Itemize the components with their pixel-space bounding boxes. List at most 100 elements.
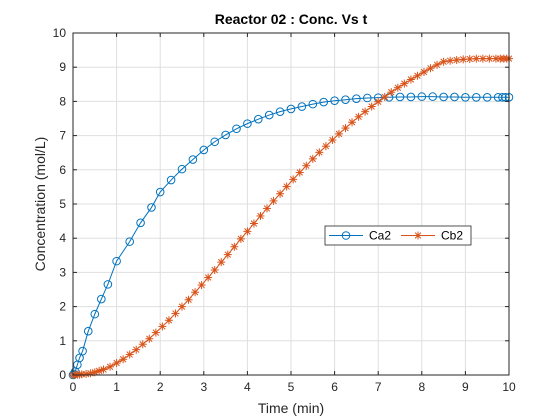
star-stroke — [342, 124, 349, 132]
star-stroke — [172, 310, 179, 317]
star-stroke — [486, 55, 493, 62]
star-stroke — [231, 243, 238, 250]
legend-box — [324, 225, 472, 246]
data-point-ca2 — [253, 114, 263, 124]
data-point-cb2 — [204, 273, 213, 282]
data-point-ca2 — [210, 137, 219, 147]
x-tick-label: 0 — [70, 380, 77, 394]
x-tick-label: 5 — [288, 380, 295, 394]
legend-marker-ca2 — [341, 231, 351, 240]
star-stroke — [473, 55, 480, 62]
x-tick-label: 10 — [502, 380, 516, 394]
ticks: 0 1 2 3 4 5 6 7 8 9 10 0 1 2 3 4 5 6 7 8 9 10 — [53, 26, 516, 394]
data-point-cb2 — [439, 57, 448, 66]
star-stroke — [303, 162, 310, 169]
y-tick-label: 3 — [59, 265, 66, 279]
star-stroke — [237, 235, 245, 243]
star-stroke — [270, 197, 277, 205]
x-tick-label: 3 — [200, 380, 207, 394]
data-point-ca2 — [177, 164, 187, 174]
data-point-ca2 — [147, 203, 156, 212]
y-tick-label: 9 — [59, 60, 66, 74]
data-point-ca2 — [166, 175, 176, 185]
data-point-ca2 — [243, 119, 252, 128]
data-point-cb2 — [302, 161, 311, 170]
legend-label-cb2: Cb2 — [441, 229, 463, 243]
star-stroke — [316, 149, 323, 156]
star-stroke — [440, 58, 447, 65]
y-tick-label: 10 — [53, 26, 67, 40]
star-stroke — [78, 371, 85, 378]
data-point-cb2 — [112, 359, 121, 368]
star-stroke — [185, 296, 192, 303]
data-point-ca2 — [297, 102, 307, 111]
data-point-cb2 — [132, 345, 141, 354]
data-point-ca2 — [406, 92, 416, 102]
data-point-ca2 — [97, 294, 106, 304]
data-point-cb2 — [334, 129, 343, 138]
data-point-ca2 — [83, 326, 93, 336]
data-point-ca2 — [112, 256, 121, 266]
data-point-cb2 — [125, 350, 134, 359]
x-tick-label: 4 — [244, 380, 251, 394]
data-point-cb2 — [210, 266, 219, 275]
data-point-cb2 — [361, 107, 370, 116]
data-point-ca2 — [286, 104, 296, 114]
star-stroke — [132, 346, 140, 353]
data-point-ca2 — [417, 92, 427, 101]
data-point-cb2 — [95, 366, 104, 375]
data-point-ca2 — [352, 94, 361, 103]
data-point-ca2 — [341, 95, 350, 104]
data-point-ca2 — [199, 145, 209, 155]
star-stroke — [91, 369, 99, 376]
data-point-cb2 — [119, 355, 128, 364]
star-stroke — [374, 98, 382, 105]
x-tick-label: 7 — [375, 380, 382, 394]
star-stroke — [152, 329, 160, 336]
star-stroke — [466, 55, 473, 63]
star-stroke — [453, 56, 460, 64]
y-tick-label: 4 — [59, 231, 66, 245]
data-point-ca2 — [155, 187, 165, 197]
star-stroke — [250, 220, 258, 227]
star-stroke — [257, 212, 264, 220]
x-tick-label: 9 — [462, 380, 469, 394]
data-point-cb2 — [269, 196, 278, 205]
star-stroke — [276, 190, 284, 197]
star-stroke — [381, 93, 388, 101]
data-point-cb2 — [367, 102, 376, 111]
data-point-cb2 — [243, 227, 252, 236]
y-axis-label: Concentration (mol/L) — [32, 137, 48, 272]
data-point-cb2 — [263, 204, 272, 213]
data-point-cb2 — [452, 56, 461, 65]
data-point-ca2 — [232, 124, 241, 134]
data-point-ca2 — [395, 92, 405, 102]
star-stroke — [95, 367, 103, 375]
data-point-cb2 — [289, 175, 298, 184]
y-tick-label: 5 — [59, 197, 66, 211]
data-point-cb2 — [419, 67, 428, 76]
data-point-cb2 — [400, 79, 409, 88]
star-stroke — [296, 169, 303, 176]
star-stroke — [414, 232, 422, 239]
y-tick-label: 0 — [59, 368, 66, 382]
star-stroke — [322, 142, 330, 150]
data-point-cb2 — [406, 75, 415, 84]
data-point-ca2 — [472, 92, 481, 102]
data-point-cb2 — [485, 54, 494, 63]
star-stroke — [335, 130, 343, 138]
star-stroke — [146, 335, 153, 342]
x-axis-label: Time (min) — [258, 400, 324, 416]
data-point-cb2 — [426, 64, 435, 73]
data-point-cb2 — [282, 182, 291, 191]
series-line-ca2 — [72, 96, 509, 376]
data-point-cb2 — [138, 340, 147, 349]
data-point-cb2 — [230, 242, 239, 251]
star-stroke — [283, 183, 290, 190]
data-point-ca2 — [221, 130, 230, 140]
data-point-cb2 — [413, 71, 422, 80]
data-point-cb2 — [308, 154, 317, 163]
data-point-ca2 — [78, 346, 87, 356]
data-point-cb2 — [393, 83, 402, 92]
